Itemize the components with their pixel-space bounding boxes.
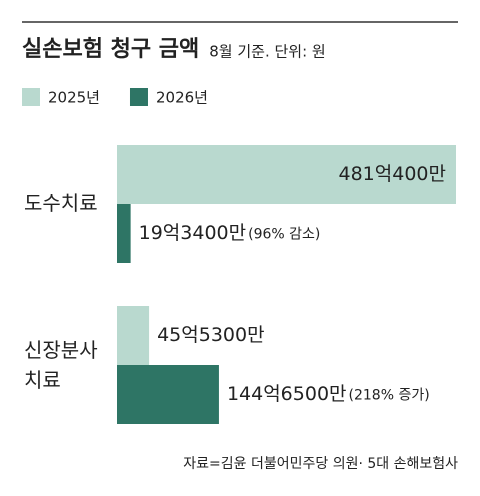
legend-label: 2026년 bbox=[156, 89, 208, 107]
chart-title: 실손보험 청구 금액 bbox=[22, 36, 199, 62]
value-label: 481억400만 bbox=[339, 163, 447, 185]
bar bbox=[117, 365, 219, 424]
legend-label: 2025년 bbox=[48, 89, 100, 107]
legend-swatch bbox=[22, 88, 40, 106]
chart-subtitle: 8월 기준. 단위: 원 bbox=[209, 43, 325, 61]
value-label: 45억5300만 bbox=[157, 324, 265, 346]
change-label: (218% 증가) bbox=[349, 388, 430, 404]
category-label: 신장분사 치료 bbox=[24, 338, 98, 392]
legend-swatch bbox=[129, 88, 148, 106]
bar bbox=[117, 145, 456, 204]
category-label: 도수치료 bbox=[24, 191, 98, 215]
source: 자료=김윤 더불어민주당 의원· 5대 손해보험사 bbox=[183, 456, 458, 472]
change-label: (96% 감소) bbox=[248, 227, 320, 243]
value-label: 144억6500만 bbox=[227, 383, 347, 405]
value-label: 19억3400만 bbox=[139, 222, 247, 244]
bar bbox=[117, 306, 150, 365]
bar bbox=[117, 204, 131, 263]
